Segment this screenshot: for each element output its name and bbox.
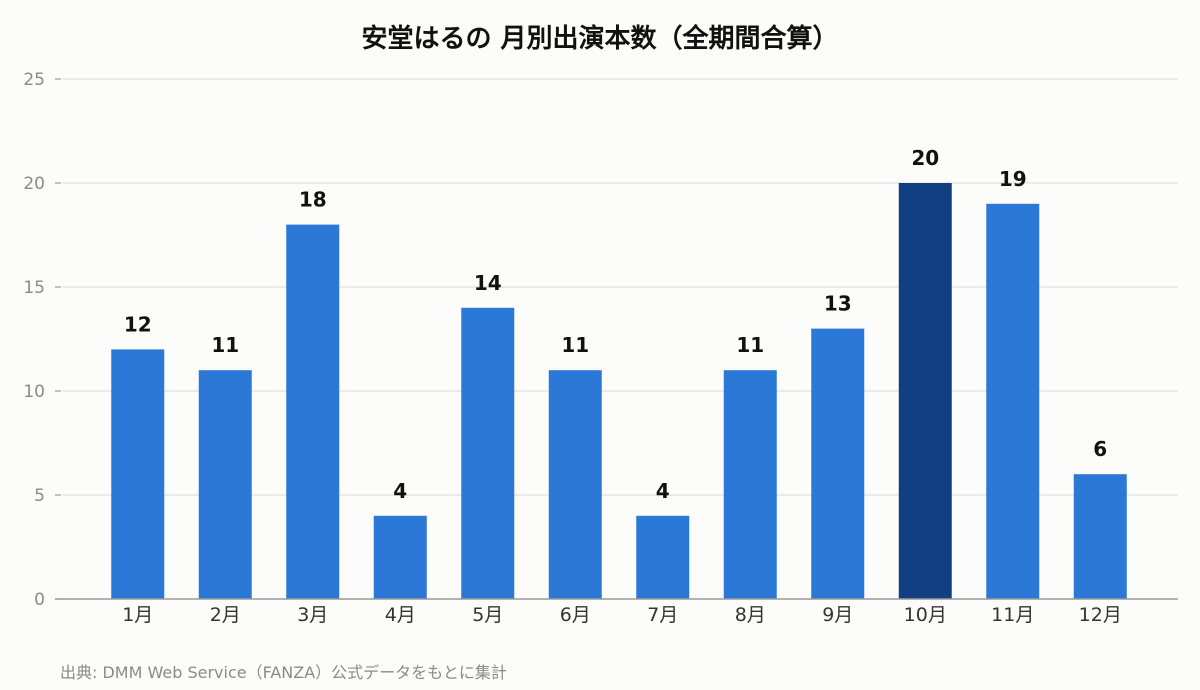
x-tick-label: 5月 (472, 604, 503, 626)
x-tick-label: 1月 (122, 604, 153, 626)
data-label: 20 (911, 146, 939, 170)
bar (811, 328, 865, 599)
x-tick-label: 7月 (647, 604, 678, 626)
data-label: 11 (561, 333, 589, 357)
data-label: 13 (824, 292, 852, 316)
data-label: 14 (474, 271, 502, 295)
x-tick-label: 11月 (991, 604, 1034, 626)
y-tick-label: 5 (34, 486, 45, 506)
source-note: 出典: DMM Web Service（FANZA）公式データをもとに集計 (60, 663, 507, 682)
bar (636, 515, 690, 599)
x-tick-label: 4月 (385, 604, 416, 626)
data-label: 4 (656, 479, 670, 503)
bar (548, 370, 602, 599)
x-tick-label: 8月 (735, 604, 766, 626)
bars (111, 183, 1127, 600)
data-label: 11 (736, 333, 764, 357)
y-tick-label: 10 (23, 382, 45, 402)
data-label: 6 (1093, 437, 1107, 461)
y-tick-label: 15 (23, 278, 45, 298)
bar (461, 307, 515, 599)
x-tick-label: 6月 (560, 604, 591, 626)
bar (723, 370, 777, 599)
bar (373, 515, 427, 599)
x-tick-label: 3月 (297, 604, 328, 626)
x-tick-label: 9月 (822, 604, 853, 626)
x-tick-label: 2月 (210, 604, 241, 626)
y-axis-ticks: 0 5 10 15 20 25 (23, 70, 61, 610)
data-labels: 12 11 18 4 14 11 4 11 13 20 19 6 (124, 146, 1107, 503)
bar (111, 349, 165, 599)
chart-title: 安堂はるの 月別出演本数（全期間合算） (361, 24, 839, 54)
data-label: 18 (299, 188, 327, 212)
y-tick-label: 25 (23, 70, 45, 90)
x-tick-label: 12月 (1079, 604, 1122, 626)
bar (986, 203, 1040, 600)
bar (898, 183, 952, 599)
data-label: 11 (211, 333, 239, 357)
data-label: 19 (999, 167, 1027, 191)
bar (198, 370, 252, 599)
y-tick-label: 20 (23, 174, 45, 194)
x-tick-label: 10月 (904, 604, 947, 626)
bar (286, 224, 340, 599)
data-label: 4 (393, 479, 407, 503)
y-tick-label: 0 (34, 590, 45, 610)
x-axis-ticks: 1月 2月 3月 4月 5月 6月 7月 8月 9月 10月 11月 12月 (122, 604, 1122, 626)
bar (1073, 474, 1127, 599)
data-label: 12 (124, 312, 152, 336)
